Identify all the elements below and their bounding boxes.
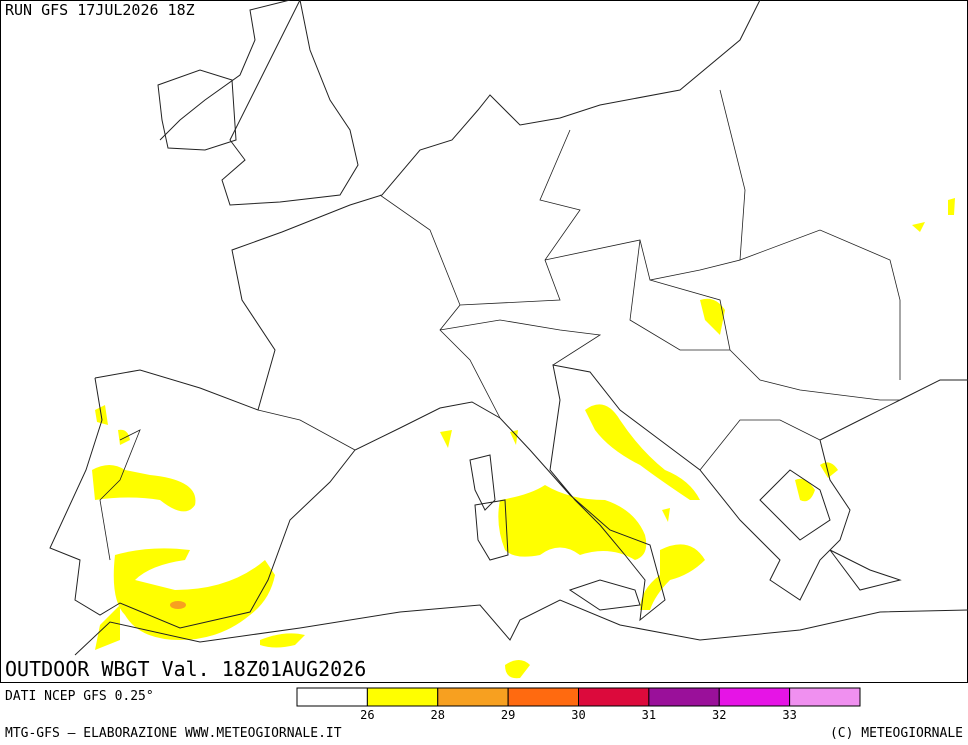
legend-tick-label: 28 (431, 708, 445, 722)
legend-tick-label: 26 (360, 708, 374, 722)
legend-swatch (648, 687, 720, 707)
map: RUN GFS 17JUL2026 18Z OUTDOOR WBGT Val. … (0, 0, 968, 683)
footer-credit: MTG-GFS — ELABORAZIONE WWW.METEOGIORNALE… (5, 726, 342, 741)
legend-tick-label: 33 (782, 708, 796, 722)
legend-tick-label: 29 (501, 708, 515, 722)
legend-tick-label: 31 (642, 708, 656, 722)
legend-swatch (296, 687, 368, 707)
legend-swatch (366, 687, 439, 707)
legend-swatch (437, 687, 509, 707)
legend-tick-label: 32 (712, 708, 726, 722)
footer-copyright: (C) METEOGIORNALE (830, 726, 963, 741)
color-legend: 26 28 29 30 31 32 33 (296, 687, 861, 722)
map-title: OUTDOOR WBGT Val. 18Z01AUG2026 (5, 657, 366, 681)
legend-swatch (578, 687, 650, 707)
wbgt-areas (92, 198, 955, 679)
coastlines (49, 0, 968, 656)
data-source: DATI NCEP GFS 0.25° (5, 689, 154, 704)
legend-swatch (789, 687, 861, 707)
legend-tick-label: 30 (571, 708, 585, 722)
run-label: RUN GFS 17JUL2026 18Z (5, 1, 195, 19)
legend-swatch (507, 687, 579, 707)
legend-swatch (718, 687, 791, 707)
borders (99, 89, 901, 561)
